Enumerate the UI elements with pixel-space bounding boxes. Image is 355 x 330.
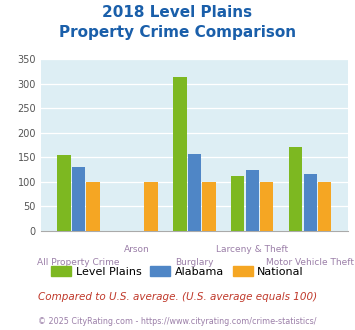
Text: © 2025 CityRating.com - https://www.cityrating.com/crime-statistics/: © 2025 CityRating.com - https://www.city…: [38, 317, 317, 326]
Bar: [246, 170, 259, 231]
Bar: [202, 182, 215, 231]
Text: Compared to U.S. average. (U.S. average equals 100): Compared to U.S. average. (U.S. average …: [38, 292, 317, 302]
Bar: [173, 77, 186, 231]
Bar: [231, 176, 245, 231]
Bar: [289, 147, 302, 231]
Text: Larceny & Theft: Larceny & Theft: [216, 245, 288, 254]
Text: Motor Vehicle Theft: Motor Vehicle Theft: [266, 258, 354, 267]
Bar: [86, 182, 100, 231]
Bar: [144, 182, 158, 231]
Bar: [318, 182, 331, 231]
Text: All Property Crime: All Property Crime: [37, 258, 120, 267]
Bar: [72, 167, 85, 231]
Text: Property Crime Comparison: Property Crime Comparison: [59, 25, 296, 40]
Legend: Level Plains, Alabama, National: Level Plains, Alabama, National: [47, 261, 308, 281]
Text: 2018 Level Plains: 2018 Level Plains: [103, 5, 252, 20]
Bar: [304, 174, 317, 231]
Text: Burglary: Burglary: [175, 258, 214, 267]
Text: Arson: Arson: [124, 245, 149, 254]
Bar: [188, 153, 201, 231]
Bar: [260, 182, 273, 231]
Bar: [58, 155, 71, 231]
